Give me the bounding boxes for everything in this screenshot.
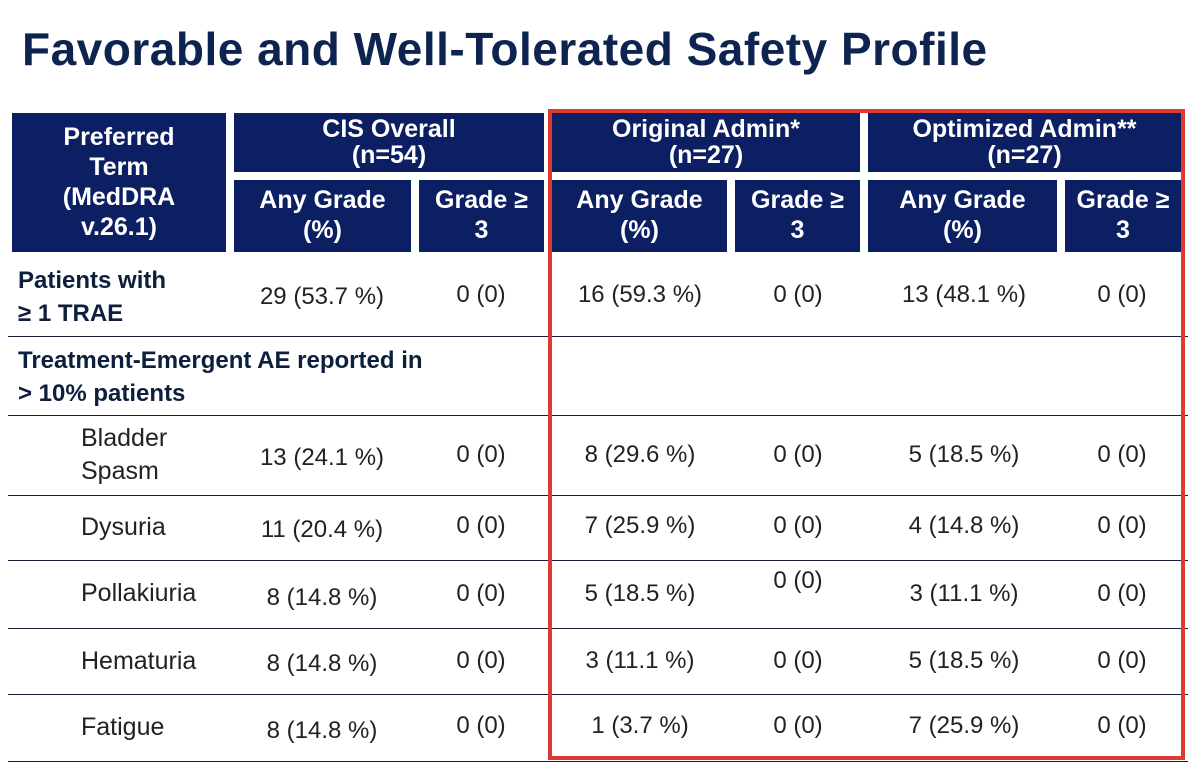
table-cell: 0 (0) bbox=[456, 580, 506, 607]
header-original-grade3: Grade ≥ 3 bbox=[735, 180, 860, 252]
table-cell: 16 (59.3 %) bbox=[577, 281, 703, 308]
table-cell: 0 (0) bbox=[1097, 580, 1147, 607]
table-cell: 7 (25.9 %) bbox=[908, 712, 1020, 739]
row-divider bbox=[8, 761, 1188, 762]
table-cell: 0 (0) bbox=[1097, 712, 1147, 739]
table-cell: 3 (11.1 %) bbox=[585, 647, 695, 674]
row-label-trae: Patients with ≥ 1 TRAE bbox=[18, 267, 167, 327]
table-cell: 0 (0) bbox=[456, 281, 506, 308]
table-cell: 29 (53.7 %) bbox=[259, 283, 385, 310]
header-original-admin: Original Admin* (n=27) bbox=[552, 113, 860, 172]
row-label-fatigue: Fatigue bbox=[81, 713, 165, 741]
table-cell: 7 (25.9 %) bbox=[584, 512, 696, 539]
header-optimized-grade3: Grade ≥ 3 bbox=[1065, 180, 1181, 252]
row-divider bbox=[8, 495, 1188, 496]
header-cis-overall: CIS Overall (n=54) bbox=[234, 113, 544, 172]
section-heading-teae: Treatment-Emergent AE reported in > 10% … bbox=[18, 347, 423, 407]
table-cell: 1 (3.7 %) bbox=[591, 712, 689, 739]
row-label-pollakiuria: Pollakiuria bbox=[81, 579, 197, 607]
table-cell: 4 (14.8 %) bbox=[908, 512, 1020, 539]
table-cell: 0 (0) bbox=[456, 512, 506, 539]
header-cis-any-grade: Any Grade (%) bbox=[234, 180, 411, 252]
table-cell: 0 (0) bbox=[456, 441, 506, 468]
table-cell: 0 (0) bbox=[773, 647, 823, 674]
page-title: Favorable and Well-Tolerated Safety Prof… bbox=[22, 23, 988, 75]
table-cell: 5 (18.5 %) bbox=[584, 580, 696, 607]
row-label-hematuria: Hematuria bbox=[81, 647, 197, 675]
table-cell: 0 (0) bbox=[773, 567, 823, 594]
table-cell: 8 (14.8 %) bbox=[266, 650, 378, 677]
row-divider bbox=[8, 694, 1188, 695]
table-cell: 0 (0) bbox=[773, 512, 823, 539]
row-divider bbox=[8, 336, 1188, 337]
table-cell: 0 (0) bbox=[456, 647, 506, 674]
table-cell: 0 (0) bbox=[773, 441, 823, 468]
table-cell: 0 (0) bbox=[1097, 441, 1147, 468]
table-cell: 3 (11.1 %) bbox=[909, 580, 1019, 607]
highlight-box bbox=[548, 109, 1185, 760]
table-cell: 5 (18.5 %) bbox=[908, 647, 1020, 674]
header-cis-grade3: Grade ≥ 3 bbox=[419, 180, 544, 252]
table-cell: 0 (0) bbox=[1097, 647, 1147, 674]
table-cell: 8 (14.8 %) bbox=[266, 717, 378, 744]
table-cell: 13 (48.1 %) bbox=[901, 281, 1027, 308]
table-cell: 8 (14.8 %) bbox=[266, 584, 378, 611]
row-divider bbox=[8, 415, 1188, 416]
table-cell: 0 (0) bbox=[1097, 512, 1147, 539]
table-cell: 0 (0) bbox=[773, 281, 823, 308]
table-cell: 11 (20.4 %) bbox=[260, 516, 384, 543]
row-label-bladder-spasm: Bladder Spasm bbox=[81, 424, 168, 485]
header-original-any-grade: Any Grade (%) bbox=[552, 180, 727, 252]
header-optimized-any-grade: Any Grade (%) bbox=[868, 180, 1057, 252]
row-divider bbox=[8, 628, 1188, 629]
table-cell: 0 (0) bbox=[773, 712, 823, 739]
table-cell: 5 (18.5 %) bbox=[908, 441, 1020, 468]
table-cell: 0 (0) bbox=[1097, 281, 1147, 308]
row-divider bbox=[8, 560, 1188, 561]
table-cell: 13 (24.1 %) bbox=[259, 444, 385, 471]
header-optimized-admin: Optimized Admin** (n=27) bbox=[868, 113, 1181, 172]
table-cell: 8 (29.6 %) bbox=[584, 441, 696, 468]
header-preferred-term: Preferred Term (MedDRA v.26.1) bbox=[12, 113, 226, 252]
row-label-dysuria: Dysuria bbox=[81, 513, 166, 541]
table-cell: 0 (0) bbox=[456, 712, 506, 739]
